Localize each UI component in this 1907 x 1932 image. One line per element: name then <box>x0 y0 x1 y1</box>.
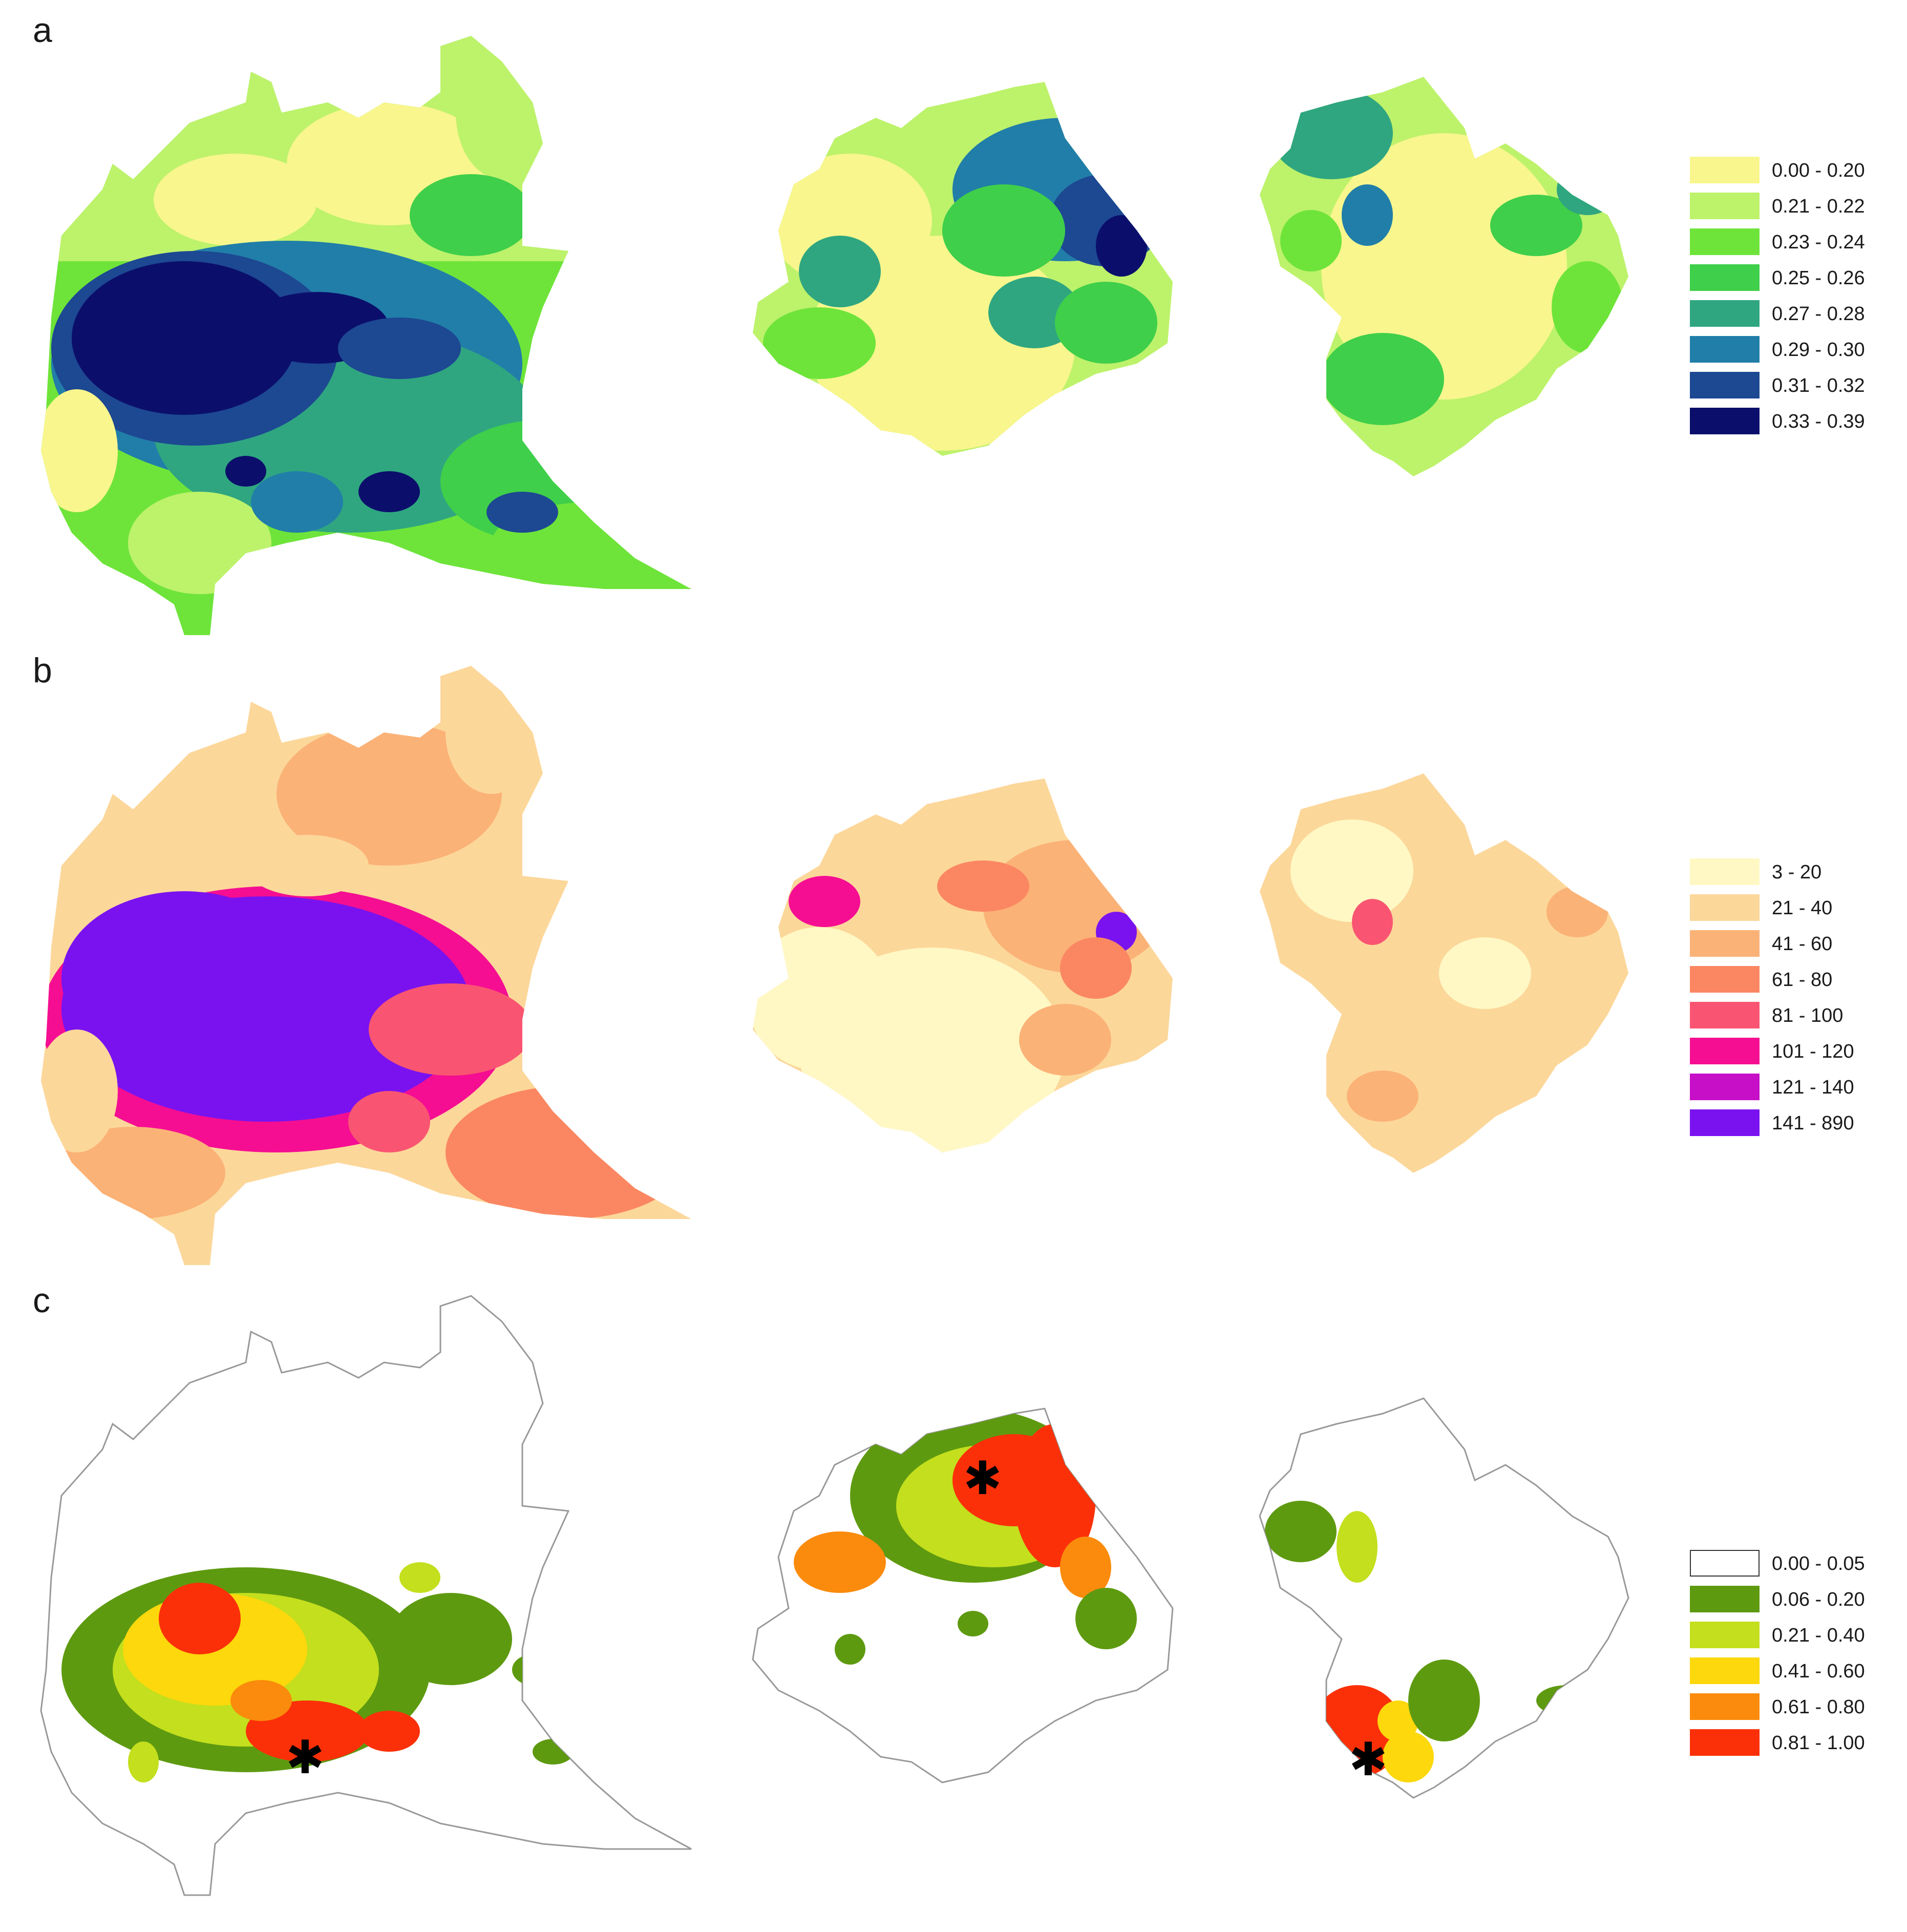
legend-a: 0.00 - 0.20 0.21 - 0.22 0.23 - 0.24 0.25… <box>1690 157 1895 434</box>
legend-label: 0.06 - 0.20 <box>1772 1589 1865 1610</box>
legend-swatch <box>1690 372 1760 398</box>
legend-swatch <box>1690 966 1760 993</box>
map-lombardy-a <box>41 36 691 635</box>
map-abruzzo-c <box>752 1408 1174 1783</box>
map-abruzzo-b <box>753 779 1173 1152</box>
map-lombardy-b <box>41 666 691 1265</box>
legend-swatch <box>1690 1074 1760 1100</box>
legend-label: 0.21 - 0.22 <box>1772 196 1865 217</box>
legend-label: 61 - 80 <box>1772 969 1833 991</box>
city-marker-milan: ✱ <box>286 1731 325 1784</box>
legend-label: 0.33 - 0.39 <box>1772 411 1865 432</box>
legend-swatch <box>1690 300 1760 327</box>
city-marker-matera: ✱ <box>1349 1733 1388 1787</box>
panel-label-b: b <box>33 651 52 690</box>
legend-label: 0.00 - 0.05 <box>1772 1553 1865 1574</box>
city-marker-pescara: ✱ <box>963 1452 1002 1505</box>
panel-label-a: a <box>33 11 52 50</box>
legend-b: 3 - 20 21 - 40 41 - 60 61 - 80 81 - 100 … <box>1690 858 1895 1136</box>
legend-label: 0.29 - 0.30 <box>1772 339 1865 361</box>
legend-label: 81 - 100 <box>1772 1005 1844 1026</box>
legend-swatch <box>1690 264 1760 291</box>
legend-swatch <box>1690 1586 1760 1612</box>
legend-swatch <box>1690 930 1760 957</box>
legend-swatch <box>1690 1622 1760 1648</box>
legend-c: 0.00 - 0.05 0.06 - 0.20 0.21 - 0.40 0.41… <box>1690 1550 1895 1756</box>
legend-swatch <box>1690 228 1760 255</box>
legend-label: 121 - 140 <box>1772 1077 1854 1098</box>
legend-label: 0.61 - 0.80 <box>1772 1696 1865 1718</box>
legend-label: 3 - 20 <box>1772 862 1822 883</box>
legend-swatch <box>1690 1109 1760 1136</box>
legend-label: 0.31 - 0.32 <box>1772 375 1865 396</box>
legend-label: 41 - 60 <box>1772 933 1833 955</box>
legend-label: 21 - 40 <box>1772 897 1833 919</box>
legend-label: 0.25 - 0.26 <box>1772 267 1865 289</box>
map-lombardy-c <box>40 1295 692 1896</box>
legend-swatch <box>1690 408 1760 434</box>
legend-label: 0.81 - 1.00 <box>1772 1732 1865 1754</box>
legend-swatch <box>1690 157 1760 183</box>
legend-swatch <box>1690 894 1760 921</box>
legend-swatch <box>1690 1693 1760 1720</box>
legend-swatch <box>1690 1657 1760 1684</box>
legend-swatch <box>1690 1038 1760 1064</box>
legend-label: 0.27 - 0.28 <box>1772 303 1865 325</box>
legend-label: 0.21 - 0.40 <box>1772 1625 1865 1646</box>
map-basilicata-b <box>1260 773 1628 1173</box>
legend-label: 0.41 - 0.60 <box>1772 1661 1865 1682</box>
legend-swatch <box>1690 1550 1760 1577</box>
legend-label: 0.00 - 0.20 <box>1772 160 1865 181</box>
legend-swatch <box>1690 193 1760 219</box>
legend-swatch <box>1690 1729 1760 1756</box>
map-abruzzo-a <box>753 82 1173 456</box>
legend-swatch <box>1690 858 1760 885</box>
legend-swatch <box>1690 336 1760 363</box>
map-basilicata-a <box>1260 77 1628 476</box>
legend-label: 101 - 120 <box>1772 1041 1854 1062</box>
panel-label-c: c <box>33 1281 50 1320</box>
legend-swatch <box>1690 1002 1760 1028</box>
legend-label: 0.23 - 0.24 <box>1772 232 1865 253</box>
legend-label: 141 - 890 <box>1772 1112 1854 1134</box>
map-basilicata-c <box>1259 1397 1629 1799</box>
